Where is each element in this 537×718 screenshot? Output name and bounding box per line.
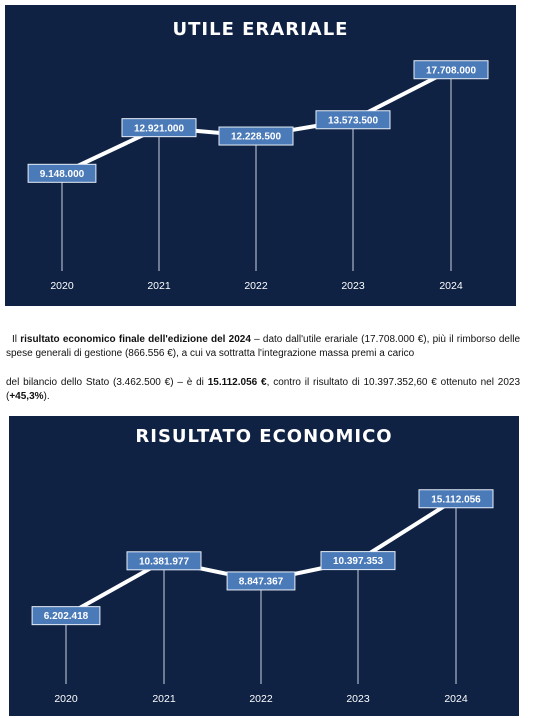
- text-bold-segment: 15.112.056 €: [207, 377, 267, 388]
- text-segment: ).: [43, 391, 50, 402]
- data-label-box: [126, 551, 202, 571]
- data-label-box: [31, 606, 101, 626]
- data-label-box: [218, 126, 294, 146]
- data-label-2022: 12.228.500: [218, 126, 294, 146]
- line-chart-risultato-economico: 6.202.418 10.381.977 8.847.367 10.397.353 15…: [31, 489, 494, 705]
- paragraph-result-intro: Il risultato economico finale dell'edizi…: [6, 333, 520, 361]
- paragraph-result-value: del bilancio dello Stato (3.462.500 €) –…: [6, 376, 520, 404]
- data-label-box: [121, 118, 197, 138]
- data-label-text: 9.148.000: [40, 169, 85, 180]
- data-label-text: 6.202.418: [44, 611, 89, 622]
- data-label-2024: 17.708.000: [413, 60, 489, 80]
- text-bold-segment: risultato economico finale dell'edizione…: [20, 334, 251, 345]
- x-tick-label-2021: 2021: [152, 693, 176, 705]
- chart-panel-risultato-economico: RISULTATO ECONOMICO 6.202.418 10.381.977 8…: [9, 416, 519, 716]
- text-bold-segment: +45,3%: [9, 391, 44, 402]
- data-label-2022: 8.847.367: [226, 571, 296, 591]
- x-tick-label-2022: 2022: [249, 693, 273, 705]
- chart-title: RISULTATO ECONOMICO: [135, 426, 393, 447]
- data-label-text: 12.921.000: [134, 123, 184, 134]
- text-segment: , contro il risultato di 10.397.352,60 €…: [6, 377, 521, 402]
- data-label-box: [320, 551, 396, 571]
- data-label-2021: 10.381.977: [126, 551, 202, 571]
- x-tick-label-2021: 2021: [147, 280, 171, 292]
- data-label-2021: 12.921.000: [121, 118, 197, 138]
- data-label-2020: 9.148.000: [27, 163, 97, 183]
- data-label-text: 12.228.500: [231, 132, 281, 143]
- chart-panel-utile-erariale: UTILE ERARIALE 9.148.000 12.921.000 12.228…: [5, 5, 516, 306]
- x-tick-label-2023: 2023: [341, 280, 365, 292]
- data-label-text: 10.397.353: [333, 556, 383, 567]
- data-label-text: 13.573.500: [328, 115, 378, 126]
- chart-title: UTILE ERARIALE: [172, 19, 349, 40]
- data-label-box: [418, 489, 494, 509]
- x-tick-label-2023: 2023: [346, 693, 370, 705]
- data-label-box: [226, 571, 296, 591]
- text-segment: – dato dall'utile erariale (17.708.000 €…: [6, 334, 521, 359]
- data-label-text: 17.708.000: [426, 65, 476, 76]
- text-segment: Il: [12, 334, 21, 345]
- x-tick-label-2024: 2024: [439, 280, 463, 292]
- data-label-2023: 10.397.353: [320, 551, 396, 571]
- data-label-2023: 13.573.500: [315, 110, 391, 130]
- data-label-box: [413, 60, 489, 80]
- x-tick-label-2020: 2020: [54, 693, 78, 705]
- data-label-box: [27, 163, 97, 183]
- line-chart-utile-erariale: 9.148.000 12.921.000 12.228.500 13.573.500 1…: [27, 60, 489, 292]
- x-tick-label-2024: 2024: [444, 693, 468, 705]
- x-tick-label-2022: 2022: [244, 280, 268, 292]
- data-label-text: 15.112.056: [431, 494, 481, 505]
- data-label-text: 8.847.367: [239, 577, 284, 588]
- data-label-text: 10.381.977: [139, 556, 189, 567]
- x-tick-label-2020: 2020: [50, 280, 74, 292]
- data-label-2024: 15.112.056: [418, 489, 494, 509]
- data-label-box: [315, 110, 391, 130]
- text-segment: del bilancio dello Stato (3.462.500 €) –…: [6, 377, 208, 388]
- data-label-2020: 6.202.418: [31, 606, 101, 626]
